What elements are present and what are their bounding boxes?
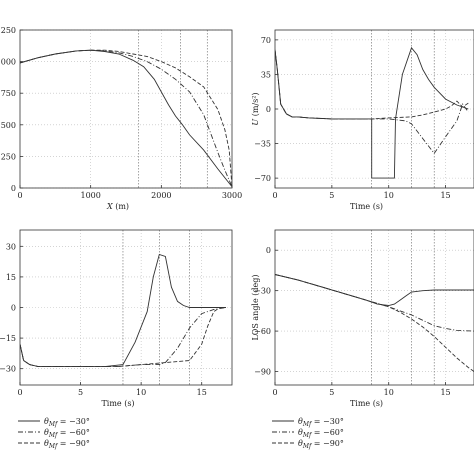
x-axis-label: Time (s) — [350, 399, 383, 408]
series-line-dashdot — [20, 307, 226, 368]
y-tick-label: 0 — [266, 246, 271, 255]
y-tick-label: 500 — [1, 121, 16, 130]
x-tick-label: 10 — [136, 388, 146, 397]
series-line-solid — [20, 49, 232, 187]
legend-label: θMf = −90° — [298, 439, 344, 450]
series-line-dashed — [20, 49, 232, 187]
y-tick-label: 70 — [261, 36, 271, 45]
y-tick-label: −35 — [254, 140, 271, 149]
panel-top-right: 0 5 10 15 −70 −35 0 35 70 Time (s) U (m/s²) — [251, 29, 474, 211]
y-tick-label: −30 — [0, 365, 16, 374]
x-tick-label: 10 — [384, 388, 394, 397]
y-tick-label: −30 — [254, 287, 271, 296]
x-tick-label: 15 — [197, 388, 207, 397]
x-tick-label: 15 — [440, 388, 450, 397]
legend-label: θMf = −60° — [44, 428, 90, 439]
legend-right: θMf = −30°θMf = −60°θMf = −90° — [272, 417, 344, 450]
y-axis-label: U (m/s²) — [251, 92, 260, 125]
series-line-solid — [275, 274, 474, 306]
x-tick-label: 0 — [17, 388, 22, 397]
x-axis-label: X (m) — [106, 202, 129, 211]
series-line-dashed — [275, 49, 469, 120]
series-line-solid — [20, 253, 226, 368]
legend-label: θMf = −60° — [298, 428, 344, 439]
y-tick-label: −15 — [0, 334, 16, 343]
x-tick-label: 0 — [272, 191, 277, 200]
x-tick-label: 2000 — [151, 191, 171, 200]
panel-bottom-left: 0 5 10 15 −30 −15 0 15 30 Time (s) — [0, 229, 233, 408]
y-tick-label: 1000 — [0, 58, 16, 67]
x-tick-label: 5 — [78, 388, 83, 397]
x-tick-label: 0 — [272, 388, 277, 397]
panel-bottom-right: 0 5 10 15 −90 −60 −30 0 Time (s) LOS angle (deg) — [251, 229, 474, 408]
series-line-dashed — [275, 274, 474, 372]
x-axis-label: Time (s) — [350, 202, 383, 211]
legend-left: θMf = −30°θMf = −60°θMf = −90° — [18, 417, 90, 450]
y-tick-label: −70 — [254, 174, 271, 183]
y-tick-label: 0 — [266, 105, 271, 114]
legend-label: θMf = −90° — [44, 439, 90, 450]
x-tick-label: 10 — [384, 191, 394, 200]
y-axis-label: LOS angle (deg) — [251, 275, 260, 341]
axes-frame — [19, 29, 233, 189]
x-tick-label: 3000 — [222, 191, 242, 200]
y-tick-label: 250 — [1, 152, 16, 161]
x-tick-label: 5 — [329, 388, 334, 397]
panel-top-left: 0 1000 2000 3000 0 250 500 750 1000 1250 X (m) — [0, 26, 242, 211]
x-axis-label: Time (s) — [101, 399, 134, 408]
series-line-dashed — [20, 307, 226, 368]
axes-frame — [274, 229, 474, 386]
y-tick-label: 15 — [6, 273, 16, 282]
y-tick-label: 0 — [11, 184, 16, 193]
x-tick-label: 0 — [17, 191, 22, 200]
x-tick-label: 5 — [329, 191, 334, 200]
legend-label: θMf = −30° — [298, 417, 344, 428]
series-line-dashdot — [20, 49, 232, 187]
y-tick-label: −60 — [254, 327, 271, 336]
x-tick-label: 15 — [440, 191, 450, 200]
y-tick-label: 30 — [6, 242, 16, 251]
y-tick-label: 0 — [11, 304, 16, 313]
y-tick-label: 1250 — [0, 26, 16, 35]
y-tick-label: 35 — [261, 70, 271, 79]
y-tick-label: −90 — [254, 368, 271, 377]
series-line-dashdot — [275, 274, 474, 332]
x-tick-label: 1000 — [80, 191, 100, 200]
y-tick-label: 750 — [1, 89, 16, 98]
legend-label: θMf = −30° — [44, 417, 90, 428]
